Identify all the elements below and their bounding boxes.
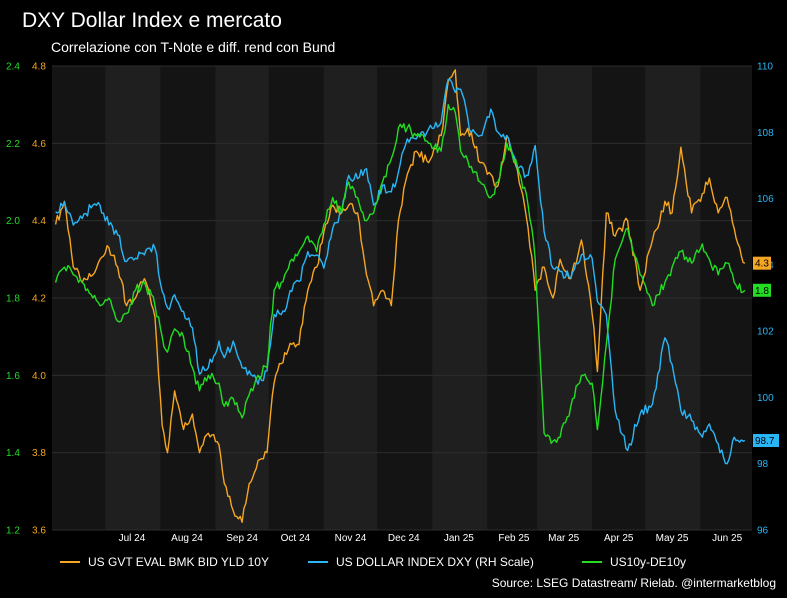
last-value-box	[753, 434, 779, 448]
x-tick-label: Oct 24	[281, 533, 311, 544]
x-tick-label: Dec 24	[388, 533, 420, 544]
x-tick-label: Jun 25	[712, 533, 742, 544]
y-tick-label: 2.2	[6, 139, 20, 150]
y-tick-label: 102	[757, 327, 774, 338]
x-tick-label: Aug 24	[171, 533, 203, 544]
series-layer	[54, 69, 746, 523]
y-tick-label: 1.8	[6, 294, 20, 305]
last-value-label: 4.3	[755, 259, 769, 270]
y-tick-label: 100	[757, 393, 774, 404]
y-tick-label: 2.4	[6, 62, 20, 73]
y-tick-label: 106	[757, 194, 774, 205]
y-tick-label: 2.0	[6, 216, 20, 227]
y-tick-label: 1.6	[6, 371, 20, 382]
x-tick-label: Nov 24	[335, 533, 367, 544]
chart-title: DXY Dollar Index e mercato	[22, 9, 282, 32]
y-tick-label: 1.2	[6, 526, 20, 537]
y-tick-label: 96	[757, 526, 769, 537]
y-tick-label: 3.8	[32, 448, 46, 459]
x-axis-ticks: Jul 24 Aug 24 Sep 24 Oct 24 Nov 24 Dec 24 Jan …	[119, 533, 743, 544]
last-value-box	[753, 256, 771, 270]
last-value-label: 98.7	[755, 436, 775, 447]
legend-label-dxy: US DOLLAR INDEX DXY (RH Scale)	[336, 555, 534, 569]
y-tick-label: 110	[757, 62, 773, 73]
last-value-labels: 4.3 98.7 1.8	[753, 256, 779, 448]
x-tick-label: Sep 24	[226, 533, 258, 544]
y-tick-label: 4.2	[32, 294, 46, 305]
x-tick-label: Mar 25	[548, 533, 580, 544]
x-tick-label: Feb 25	[498, 533, 530, 544]
y-tick-label: 3.6	[32, 526, 46, 537]
y-tick-label: 4.4	[32, 216, 46, 227]
x-tick-label: Jul 24	[119, 533, 146, 544]
y-tick-label: 4.0	[32, 371, 46, 382]
legend-label-spread: US10y-DE10y	[610, 555, 686, 569]
legend: US GVT EVAL BMK BID YLD 10Y US DOLLAR IN…	[60, 555, 686, 569]
y-tick-label: 4.6	[32, 139, 46, 150]
x-tick-label: May 25	[656, 533, 689, 544]
y-tick-label: 98	[757, 459, 769, 470]
x-tick-label: Apr 25	[604, 533, 634, 544]
left-outer-axis-ticks: 1.2 1.4 1.6 1.8 2.0 2.2 2.4	[6, 62, 20, 537]
last-value-label: 1.8	[755, 286, 769, 297]
series-line	[55, 78, 746, 465]
left-inner-axis-ticks: 3.6 3.8 4.0 4.2 4.4 4.6 4.8	[32, 62, 46, 537]
grid-lines	[52, 65, 752, 531]
chart-subtitle: Correlazione con T-Note e diff. rend con…	[51, 39, 335, 55]
y-tick-label: 108	[757, 128, 774, 139]
legend-label-us10y: US GVT EVAL BMK BID YLD 10Y	[88, 555, 269, 569]
source-note: Source: LSEG Datastream/ Rielab. @interm…	[492, 576, 776, 590]
series-line	[54, 104, 746, 444]
y-tick-label: 4.8	[32, 62, 46, 73]
y-tick-label: 1.4	[6, 448, 20, 459]
last-value-box	[753, 283, 771, 297]
x-tick-label: Jan 25	[444, 533, 474, 544]
